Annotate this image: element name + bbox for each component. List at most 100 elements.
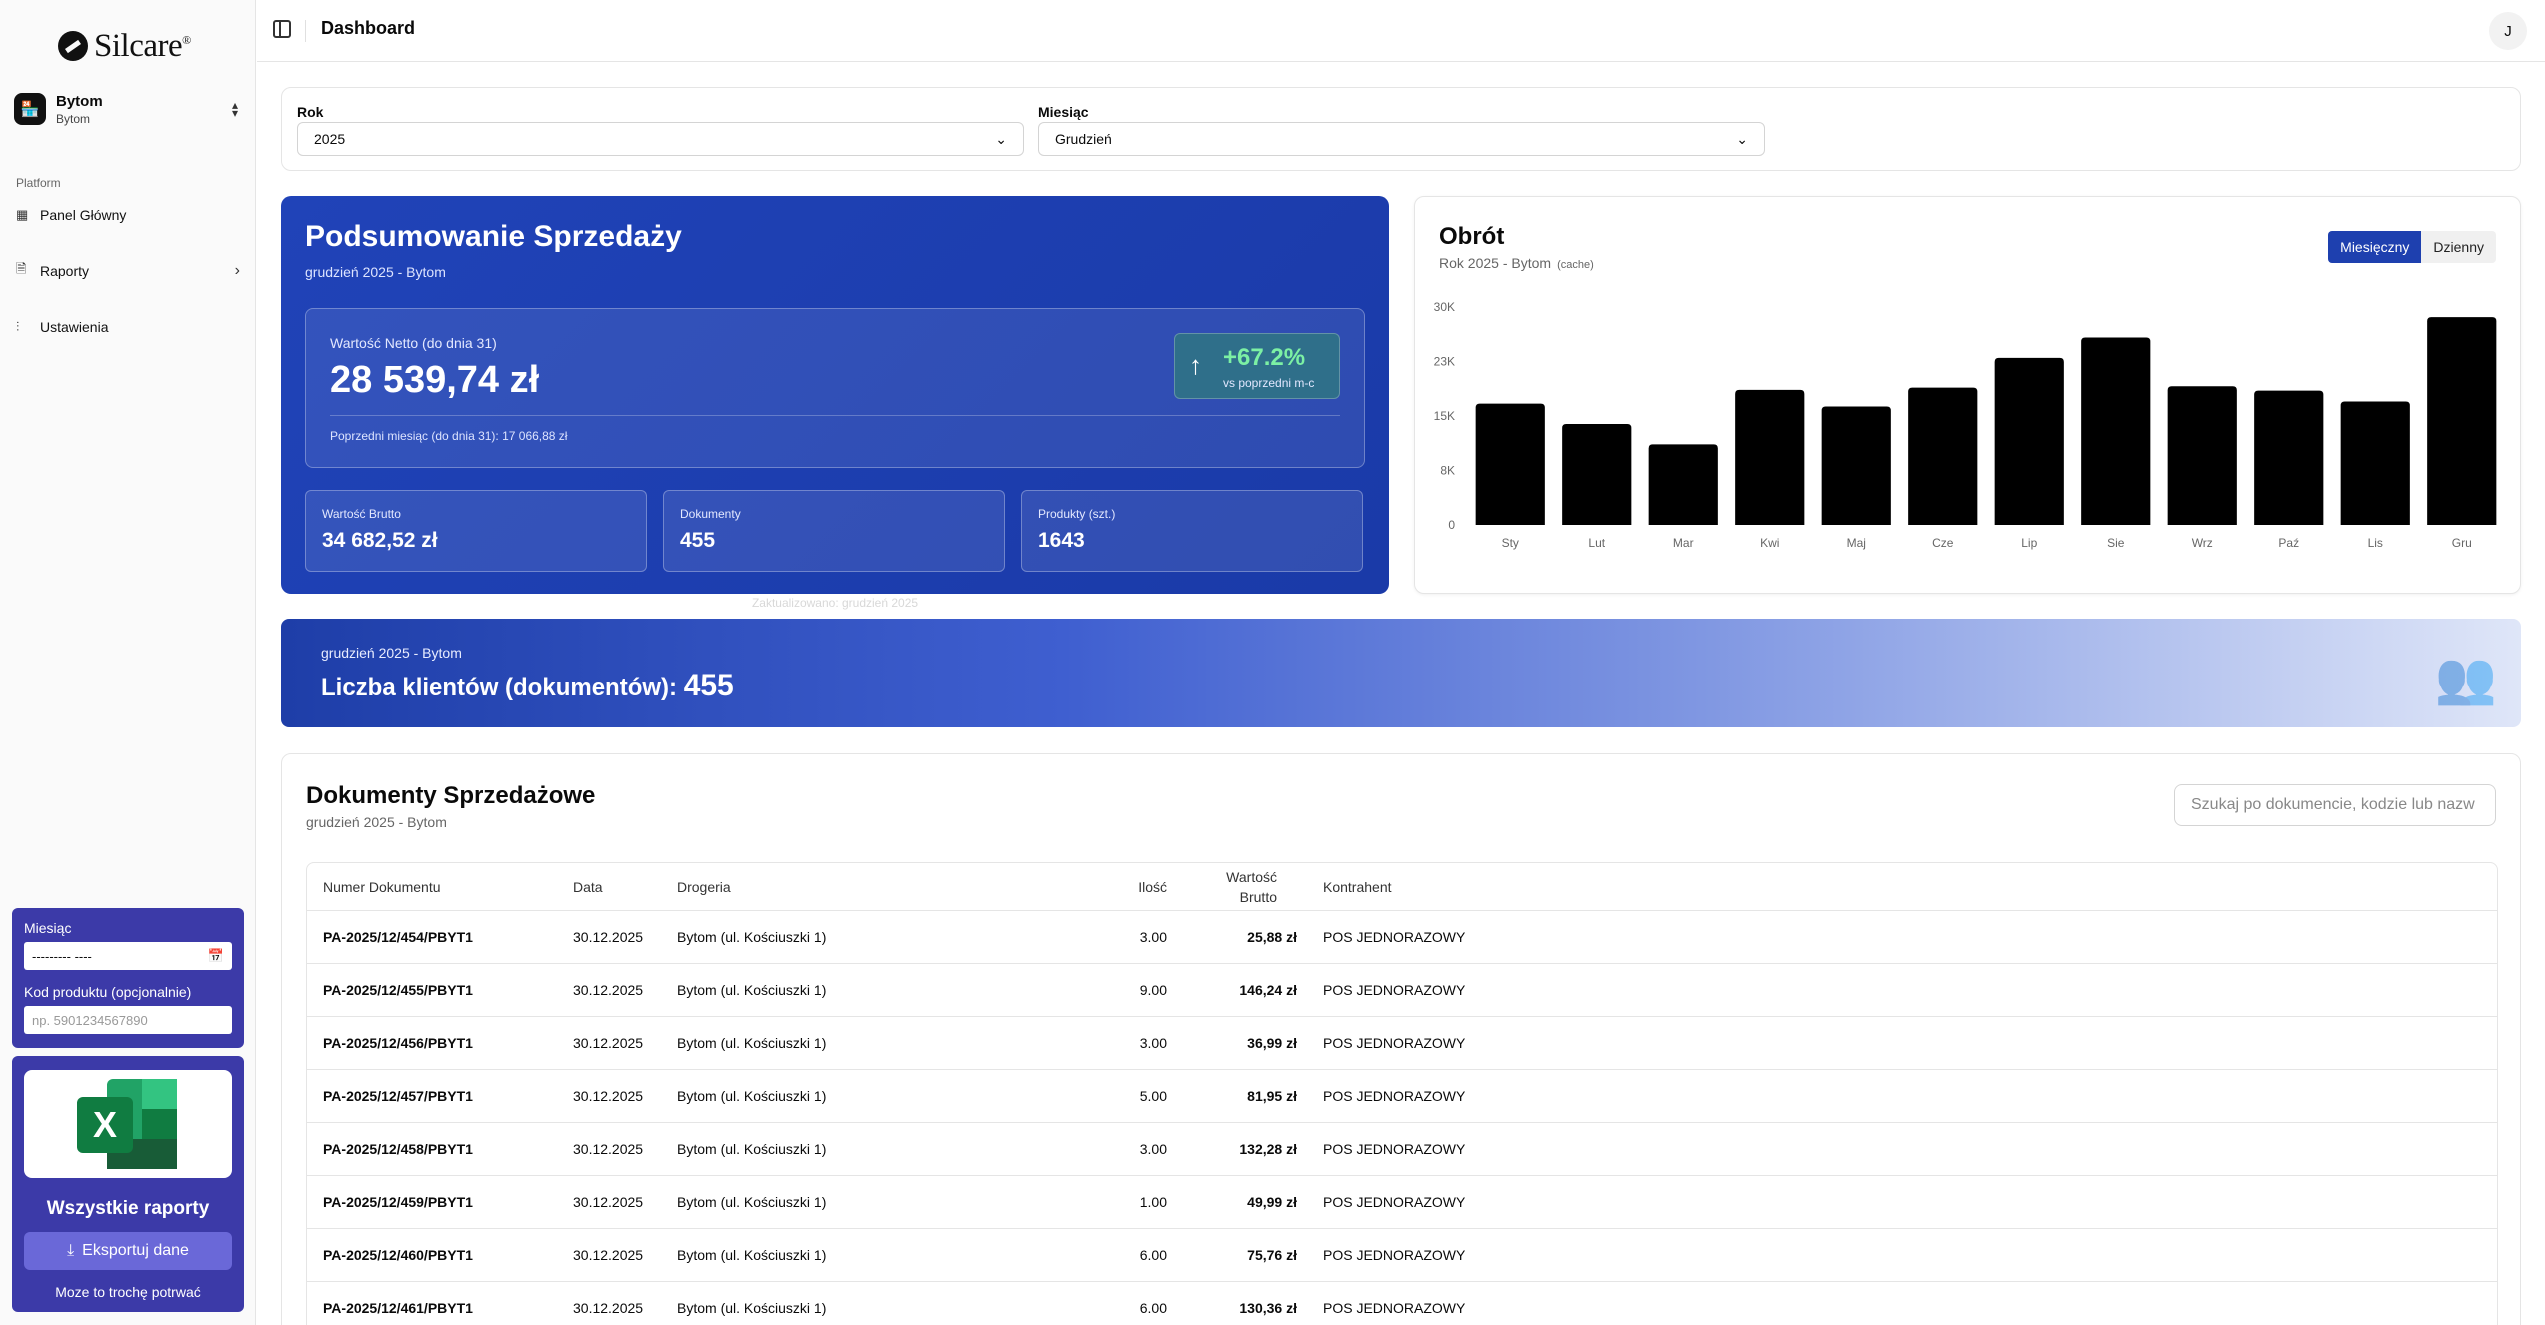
svg-text:X: X bbox=[93, 1104, 117, 1145]
store-name: Bytom bbox=[56, 92, 103, 110]
doc-contractor: POS JEDNORAZOWY bbox=[1323, 1141, 1466, 1157]
bar-lut[interactable] bbox=[1562, 423, 1632, 525]
bar-cze[interactable] bbox=[1908, 387, 1978, 525]
table-row[interactable]: PA-2025/12/461/PBYT1 30.12.2025 Bytom (ul.… bbox=[307, 1282, 2497, 1325]
doc-date: 30.12.2025 bbox=[573, 1088, 644, 1104]
doc-quantity: 3.00 bbox=[1139, 1141, 1167, 1157]
doc-contractor: POS JEDNORAZOWY bbox=[1323, 1247, 1466, 1263]
doc-quantity: 6.00 bbox=[1139, 1247, 1167, 1263]
export-button[interactable]: ⤓ Eksportuj dane bbox=[24, 1232, 232, 1270]
y-tick-label: 15K bbox=[1434, 409, 1455, 423]
table-row[interactable]: PA-2025/12/459/PBYT1 30.12.2025 Bytom (ul.… bbox=[307, 1176, 2497, 1229]
bar-sty[interactable] bbox=[1475, 403, 1545, 525]
bar-lis[interactable] bbox=[2340, 401, 2410, 525]
sidebar-item-raporty[interactable]: 🗎 Raporty › bbox=[16, 254, 240, 288]
bar-wrz[interactable] bbox=[2167, 386, 2237, 525]
doc-contractor: POS JEDNORAZOWY bbox=[1323, 1300, 1466, 1316]
col-contractor[interactable]: Kontrahent bbox=[1323, 878, 1392, 895]
x-tick-label: Maj bbox=[1847, 536, 1866, 550]
customers-value: 455 bbox=[683, 669, 734, 702]
doc-store: Bytom (ul. Kościuszki 1) bbox=[677, 929, 827, 945]
tab-monthly[interactable]: Miesięczny bbox=[2328, 231, 2422, 263]
doc-gross-value: 49,99 zł bbox=[1247, 1194, 1297, 1210]
product-code-input[interactable]: np. 5901234567890 bbox=[24, 1006, 232, 1034]
col-date[interactable]: Data bbox=[573, 878, 603, 895]
sidebar-item-ustawienia[interactable]: ⫶ Ustawienia bbox=[16, 310, 240, 344]
documents-label: Dokumenty bbox=[680, 507, 741, 521]
arrow-up-icon: ↑ bbox=[1189, 350, 1202, 380]
net-value: 28 539,74 zł bbox=[330, 359, 540, 401]
sales-documents-card: Dokumenty Sprzedażowe grudzień 2025 - By… bbox=[281, 753, 2521, 1325]
gross-value-tile: Wartość Brutto 34 682,52 zł bbox=[305, 490, 647, 572]
export-card: X Wszystkie raporty ⤓ Eksportuj dane Moz… bbox=[12, 1056, 244, 1312]
bar-mar[interactable] bbox=[1648, 444, 1718, 525]
previous-month-text: Poprzedni miesiąc (do dnia 31): 17 066,8… bbox=[330, 429, 568, 443]
export-button-label: Eksportuj dane bbox=[82, 1242, 189, 1259]
doc-date: 30.12.2025 bbox=[573, 1194, 644, 1210]
table-row[interactable]: PA-2025/12/454/PBYT1 30.12.2025 Bytom (ul.… bbox=[307, 911, 2497, 964]
calendar-icon: 📅 bbox=[207, 948, 224, 963]
store-icon: 🏪 bbox=[14, 93, 46, 125]
period-filters: Rok 2025 ⌄ Miesiąc Grudzień ⌄ bbox=[281, 87, 2521, 171]
doc-store: Bytom (ul. Kościuszki 1) bbox=[677, 1300, 827, 1316]
table-row[interactable]: PA-2025/12/456/PBYT1 30.12.2025 Bytom (ul.… bbox=[307, 1017, 2497, 1070]
month-input[interactable]: --------- ---- 📅 bbox=[24, 942, 232, 970]
x-tick-label: Wrz bbox=[2192, 536, 2213, 550]
user-avatar[interactable]: J bbox=[2489, 12, 2527, 50]
col-gross-value[interactable]: Wartość Brutto bbox=[1226, 868, 1277, 905]
table-row[interactable]: PA-2025/12/460/PBYT1 30.12.2025 Bytom (ul.… bbox=[307, 1229, 2497, 1282]
export-note: Moze to trochę potrwać bbox=[55, 1284, 201, 1300]
excel-icon: X bbox=[77, 1079, 177, 1169]
sidebar-toggle-icon[interactable] bbox=[273, 20, 291, 38]
gross-value: 34 682,52 zł bbox=[322, 529, 438, 552]
y-tick-label: 23K bbox=[1434, 355, 1455, 369]
logo[interactable]: Silcare® bbox=[58, 28, 191, 64]
updated-note: Zaktualizowano: grudzień 2025 bbox=[751, 596, 919, 610]
bar-gru[interactable] bbox=[2427, 317, 2497, 525]
table-row[interactable]: PA-2025/12/455/PBYT1 30.12.2025 Bytom (ul.… bbox=[307, 964, 2497, 1017]
table-row[interactable]: PA-2025/12/458/PBYT1 30.12.2025 Bytom (ul.… bbox=[307, 1123, 2497, 1176]
store-switcher[interactable]: 🏪 Bytom Bytom ▴ ▾ bbox=[14, 88, 244, 130]
y-tick-label: 30K bbox=[1434, 300, 1455, 314]
doc-number: PA-2025/12/455/PBYT1 bbox=[323, 982, 473, 998]
doc-quantity: 3.00 bbox=[1139, 1035, 1167, 1051]
bar-kwi[interactable] bbox=[1735, 389, 1805, 525]
doc-gross-value: 75,76 zł bbox=[1247, 1247, 1297, 1263]
col-quantity[interactable]: Ilość bbox=[1138, 878, 1167, 895]
month-select[interactable]: Grudzień ⌄ bbox=[1038, 122, 1765, 156]
x-tick-label: Sty bbox=[1502, 536, 1519, 550]
doc-number: PA-2025/12/457/PBYT1 bbox=[323, 1088, 473, 1104]
sidebar-item-panel[interactable]: ▦ Panel Główny bbox=[16, 198, 240, 232]
year-select[interactable]: 2025 ⌄ bbox=[297, 122, 1024, 156]
users-icon: 👥 bbox=[2434, 650, 2497, 706]
customers-banner: grudzień 2025 - Bytom Liczba klientów (d… bbox=[281, 619, 2521, 727]
col-store[interactable]: Drogeria bbox=[677, 878, 731, 895]
table-header: Numer Dokumentu Data Drogeria Ilość Wart… bbox=[307, 863, 2497, 911]
month-input-value: --------- ---- bbox=[32, 948, 92, 964]
doc-quantity: 3.00 bbox=[1139, 929, 1167, 945]
doc-date: 30.12.2025 bbox=[573, 1247, 644, 1263]
documents-title: Dokumenty Sprzedażowe bbox=[306, 782, 596, 809]
bar-maj[interactable] bbox=[1821, 406, 1891, 525]
documents-search-input[interactable]: Szukaj po dokumencie, kodzie lub nazw bbox=[2174, 784, 2496, 826]
x-tick-label: Mar bbox=[1673, 536, 1694, 550]
bar-lip[interactable] bbox=[1994, 357, 2064, 525]
y-tick-label: 0 bbox=[1448, 518, 1455, 532]
bar-paź[interactable] bbox=[2254, 390, 2324, 525]
top-header: Dashboard J bbox=[257, 0, 2545, 62]
summary-title: Podsumowanie Sprzedaży bbox=[305, 220, 682, 253]
change-percent: +67.2% bbox=[1223, 344, 1306, 371]
documents-table: Numer Dokumentu Data Drogeria Ilość Wart… bbox=[306, 862, 2498, 1325]
col-number[interactable]: Numer Dokumentu bbox=[323, 878, 441, 895]
tab-daily[interactable]: Dzienny bbox=[2433, 239, 2484, 255]
logo-mark-icon bbox=[58, 31, 88, 61]
products-label: Produkty (szt.) bbox=[1038, 507, 1116, 521]
sidebar-filter-card: Miesiąc --------- ---- 📅 Kod produktu (o… bbox=[12, 908, 244, 1048]
table-row[interactable]: PA-2025/12/457/PBYT1 30.12.2025 Bytom (ul.… bbox=[307, 1070, 2497, 1123]
doc-store: Bytom (ul. Kościuszki 1) bbox=[677, 1141, 827, 1157]
bar-sie[interactable] bbox=[2081, 337, 2151, 525]
search-placeholder: Szukaj po dokumencie, kodzie lub nazw bbox=[2191, 796, 2475, 813]
chevron-right-icon: › bbox=[234, 262, 240, 279]
export-title: Wszystkie raporty bbox=[46, 1198, 210, 1219]
sidebar-item-label: Panel Główny bbox=[40, 207, 127, 223]
